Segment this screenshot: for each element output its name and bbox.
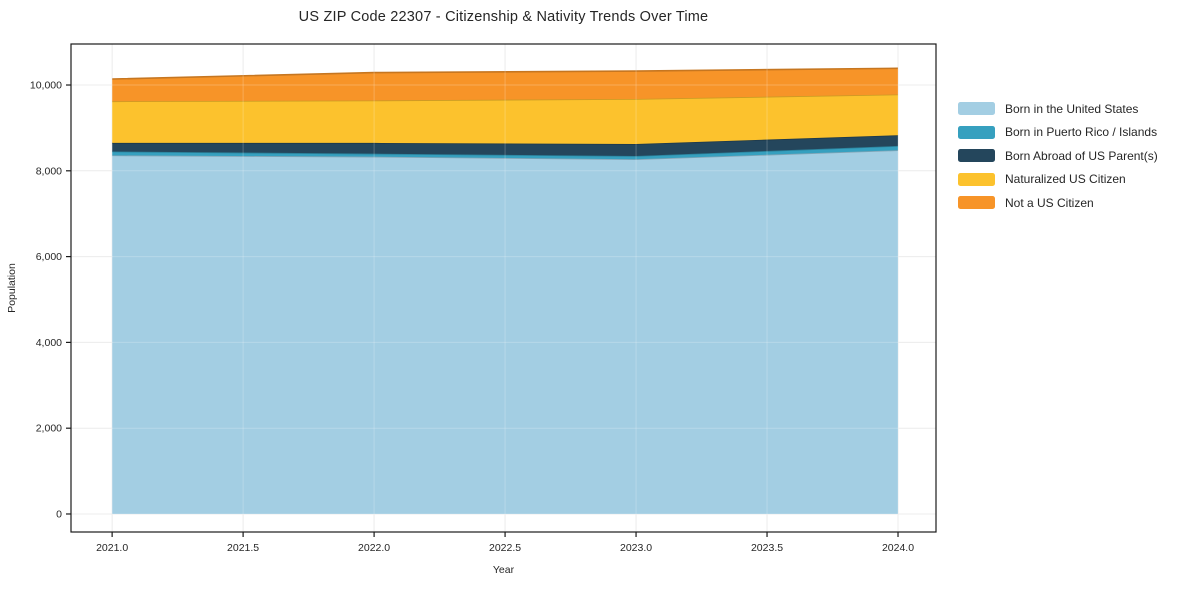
x-tick-label: 2024.0 <box>882 542 914 554</box>
legend-label: Born in Puerto Rico / Islands <box>1005 125 1158 140</box>
area-born-in-puerto-rico-islands <box>112 145 899 160</box>
legend-label: Born in the United States <box>1005 101 1139 116</box>
legend-item: Born in the United States <box>958 97 1158 121</box>
y-tick-label: 6,000 <box>36 251 62 263</box>
legend-swatch <box>958 125 995 139</box>
area-born-in-the-united-states <box>112 150 899 514</box>
y-axis-title: Population <box>6 263 18 313</box>
legend-item: Born Abroad of US Parent(s) <box>958 144 1158 168</box>
legend: Born in the United States Born in Puerto … <box>958 97 1158 215</box>
area-born-abroad-of-us-parent-s- <box>112 135 899 157</box>
legend-swatch <box>958 172 995 186</box>
x-tick-label: 2022.0 <box>358 542 390 554</box>
legend-swatch <box>958 149 995 163</box>
plot-border <box>70 43 937 533</box>
legend-item: Born in Puerto Rico / Islands <box>958 121 1158 145</box>
chart-title: US ZIP Code 22307 - Citizenship & Nativi… <box>298 9 709 25</box>
area-naturalized-us-citizen <box>112 94 899 144</box>
area-top-edge <box>112 67 899 80</box>
y-tick-label: 4,000 <box>36 337 62 349</box>
y-tick-label: 2,000 <box>36 423 62 435</box>
x-tick-label: 2021.5 <box>227 542 259 554</box>
area-not-a-us-citizen <box>112 68 899 102</box>
x-tick-label: 2022.5 <box>489 542 521 554</box>
y-tick-label: 0 <box>56 508 62 520</box>
legend-swatch <box>958 102 995 116</box>
legend-swatch <box>958 196 995 210</box>
x-tick-label: 2021.0 <box>96 542 128 554</box>
x-axis-title: Year <box>493 564 515 576</box>
x-tick-label: 2023.5 <box>751 542 783 554</box>
legend-item: Not a US Citizen <box>958 191 1158 215</box>
legend-label: Naturalized US Citizen <box>1005 172 1126 187</box>
y-tick-label: 8,000 <box>36 165 62 177</box>
legend-label: Not a US Citizen <box>1005 195 1094 210</box>
legend-item: Naturalized US Citizen <box>958 168 1158 192</box>
y-tick-label: 10,000 <box>30 80 62 92</box>
legend-label: Born Abroad of US Parent(s) <box>1005 148 1158 163</box>
x-tick-label: 2023.0 <box>620 542 652 554</box>
